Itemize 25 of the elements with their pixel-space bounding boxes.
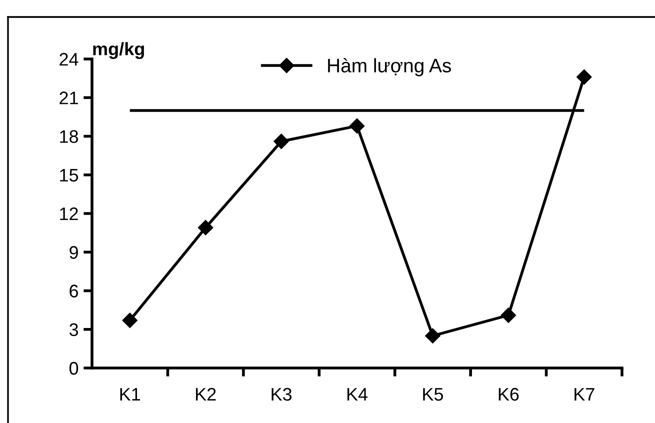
y-tick-label: 0 [69, 362, 78, 375]
x-tick-label: K6 [498, 388, 519, 401]
y-tick-label: 24 [60, 52, 78, 66]
y-tick-label: 21 [60, 92, 78, 104]
legend-label: Hàm lượng As [328, 58, 451, 76]
y-tick-label: 3 [69, 323, 78, 336]
y-tick-label: 9 [70, 246, 78, 259]
point [425, 328, 440, 344]
x-tick-label: K1 [120, 388, 140, 401]
x-tick-label: K5 [423, 388, 443, 401]
point [122, 312, 138, 328]
point [576, 69, 592, 85]
x-tick-label: K7 [574, 388, 594, 401]
y-tick-label: 15 [60, 168, 78, 182]
x-tick-label: K4 [347, 388, 368, 401]
y-axis-title: mg/kg [93, 42, 144, 59]
y-tick-label: 6 [70, 284, 78, 298]
y-tick-label: 18 [60, 130, 78, 143]
point [349, 118, 365, 134]
x-tick-label: K3 [272, 388, 292, 401]
point [198, 220, 214, 236]
y-tick-label: 12 [60, 207, 78, 220]
point [500, 308, 516, 323]
x-tick-label: K2 [196, 388, 216, 401]
point [274, 134, 289, 149]
